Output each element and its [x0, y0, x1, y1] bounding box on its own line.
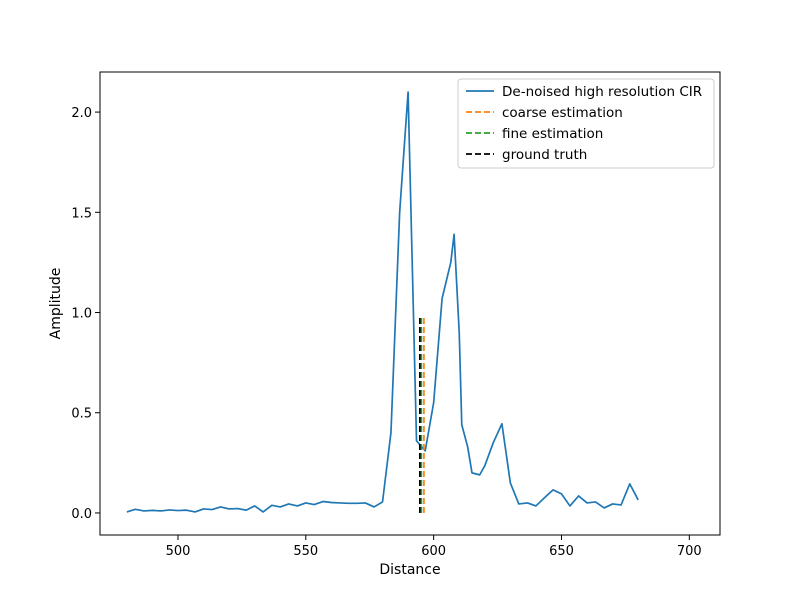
plot-area	[126, 91, 639, 513]
y-tick-label: 0.0	[71, 507, 92, 522]
x-tick-label: 600	[421, 544, 446, 559]
y-axis-label: Amplitude	[48, 268, 64, 340]
legend-label-0: De-noised high resolution CIR	[502, 84, 702, 100]
x-axis-label: Distance	[379, 562, 440, 578]
legend-label-2: fine estimation	[502, 126, 603, 142]
x-tick-label: 500	[166, 544, 191, 559]
y-tick-label: 1.5	[71, 206, 92, 221]
legend: De-noised high resolution CIR coarse esti…	[457, 78, 715, 169]
legend-label-3: ground truth	[502, 147, 587, 163]
x-tick-label: 650	[549, 544, 574, 559]
legend-label-1: coarse estimation	[502, 105, 623, 121]
x-tick-label: 700	[677, 544, 702, 559]
x-tick-label: 550	[293, 544, 318, 559]
y-tick-label: 0.5	[71, 407, 92, 422]
legend-box	[457, 78, 715, 169]
y-tick-label: 1.0	[71, 307, 92, 322]
axes: 500 550 600 650 700 0.0 0.5 1.0 1.5 2.0	[71, 71, 721, 559]
y-tick-label: 2.0	[71, 106, 92, 121]
series-line-0	[126, 91, 639, 513]
axes-frame	[99, 71, 721, 536]
